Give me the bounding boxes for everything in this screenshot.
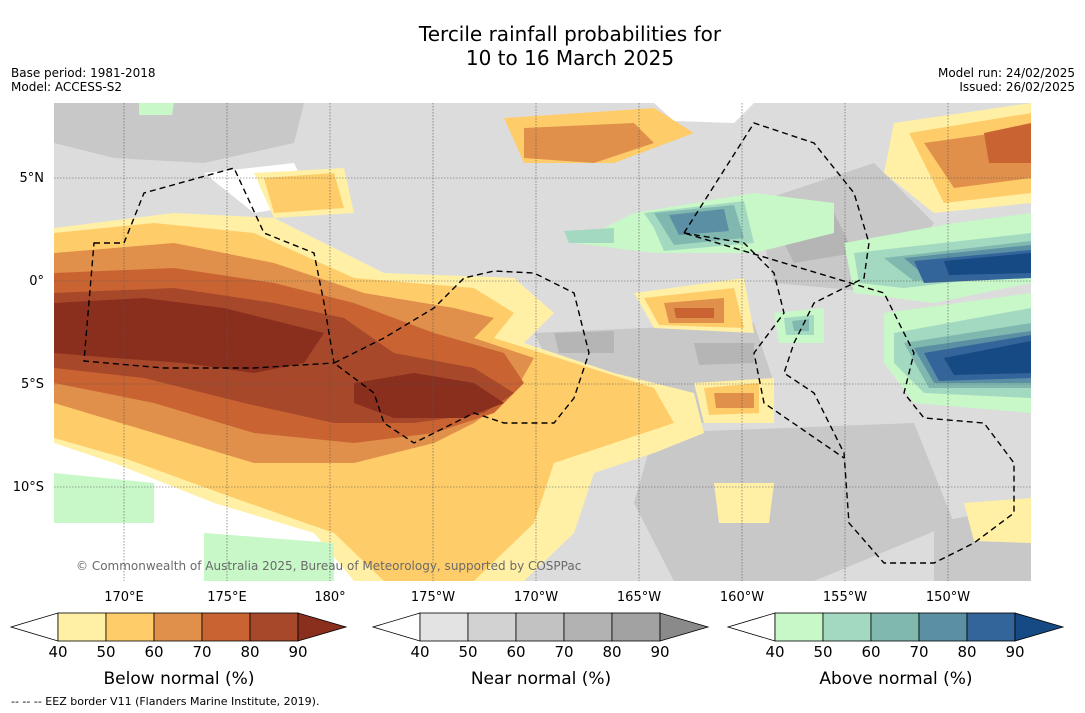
colorbar-swatch xyxy=(153,612,203,642)
colorbar-tick-label: 50 xyxy=(458,643,478,661)
colorbar-tick-label: 80 xyxy=(240,643,260,661)
colorbar-swatch xyxy=(918,612,968,642)
colorbar-max-extension xyxy=(297,612,348,642)
colorbar-tick-label: 50 xyxy=(96,643,116,661)
graticule xyxy=(54,103,1031,581)
colorbar-swatch xyxy=(870,612,920,642)
colorbar-swatch xyxy=(966,612,1016,642)
lat-label-0: 0° xyxy=(29,274,44,289)
colorbar-tick-label: 50 xyxy=(813,643,833,661)
colorbar-tick-label: 90 xyxy=(650,643,670,661)
colorbar-swatch xyxy=(774,612,824,642)
title-line-1: Tercile rainfall probabilities for xyxy=(418,22,722,46)
lat-label-5n: 5°N xyxy=(19,171,45,186)
lon-label-175w: 175°W xyxy=(410,590,456,605)
colorbar-above-normal xyxy=(727,612,1065,642)
colorbar-title-below: Below normal (%) xyxy=(103,669,255,689)
lon-label-170w: 170°W xyxy=(513,590,559,605)
colorbar-swatch xyxy=(822,612,872,642)
base-period: Base period: 1981-2018 xyxy=(11,66,156,80)
colorbar-swatch xyxy=(57,612,107,642)
colorbar-tick-label: 60 xyxy=(506,643,526,661)
colorbar-swatch xyxy=(515,612,565,642)
colorbar-min-extension xyxy=(372,612,421,642)
colorbar-tick-label: 80 xyxy=(957,643,977,661)
colorbar-title-above: Above normal (%) xyxy=(819,669,973,689)
colorbar-tick-label: 90 xyxy=(1005,643,1025,661)
model-name: Model: ACCESS-S2 xyxy=(11,80,123,94)
colorbar-tick-label: 40 xyxy=(48,643,68,661)
lon-label-165w: 165°W xyxy=(616,590,662,605)
lon-label-155w: 155°W xyxy=(822,590,868,605)
meta-left: Base period: 1981-2018 Model: ACCESS-S2 xyxy=(11,66,156,94)
colorbar-tick-label: 60 xyxy=(861,643,881,661)
above-normal-90 xyxy=(944,253,1031,375)
colorbar-max-extension xyxy=(1014,612,1065,642)
colorbar-tick-label: 40 xyxy=(410,643,430,661)
colorbar-min-extension xyxy=(727,612,776,642)
colorbar-swatch xyxy=(419,612,469,642)
meta-right: Model run: 24/02/2025 Issued: 26/02/2025 xyxy=(938,66,1075,94)
issued-date: Issued: 26/02/2025 xyxy=(959,80,1075,94)
colorbar-swatch xyxy=(611,612,661,642)
colorbar-tick-label: 80 xyxy=(602,643,622,661)
colorbar-swatch xyxy=(201,612,251,642)
colorbar-swatch xyxy=(105,612,155,642)
copyright-text: © Commonwealth of Australia 2025, Bureau… xyxy=(76,559,581,573)
lat-label-10s: 10°S xyxy=(12,480,44,495)
lat-label-5s: 5°S xyxy=(20,377,44,392)
colorbar-tick-label: 90 xyxy=(288,643,308,661)
colorbar-below-normal xyxy=(10,612,348,642)
colorbar-title-near: Near normal (%) xyxy=(470,669,612,689)
colorbar-tick-label: 40 xyxy=(765,643,785,661)
colorbar-min-extension xyxy=(10,612,59,642)
colorbar-swatch xyxy=(563,612,613,642)
colorbar-tick-label: 70 xyxy=(554,643,574,661)
title-line-2: 10 to 16 March 2025 xyxy=(465,46,675,70)
map-title: Tercile rainfall probabilities for 10 to… xyxy=(0,22,1085,70)
lon-label-170e: 170°E xyxy=(104,590,144,605)
colorbar-max-extension xyxy=(659,612,710,642)
model-run: Model run: 24/02/2025 xyxy=(937,66,1075,80)
colorbar-near-normal xyxy=(372,612,710,642)
lon-label-160w: 160°W xyxy=(719,590,765,605)
lon-label-150w: 150°W xyxy=(925,590,971,605)
colorbar-tick-label: 60 xyxy=(144,643,164,661)
footnote-eez: -- -- -- EEZ border V11 (Flanders Marine… xyxy=(11,695,320,708)
colorbar-swatch xyxy=(467,612,517,642)
eez-borders xyxy=(83,122,1015,564)
colorbar-swatch xyxy=(249,612,299,642)
lon-label-180: 180° xyxy=(314,590,346,605)
colorbar-tick-label: 70 xyxy=(192,643,212,661)
lon-label-175e: 175°E xyxy=(207,590,247,605)
rainfall-probability-map: © Commonwealth of Australia 2025, Bureau… xyxy=(54,103,1031,581)
colorbar-tick-label: 70 xyxy=(909,643,929,661)
